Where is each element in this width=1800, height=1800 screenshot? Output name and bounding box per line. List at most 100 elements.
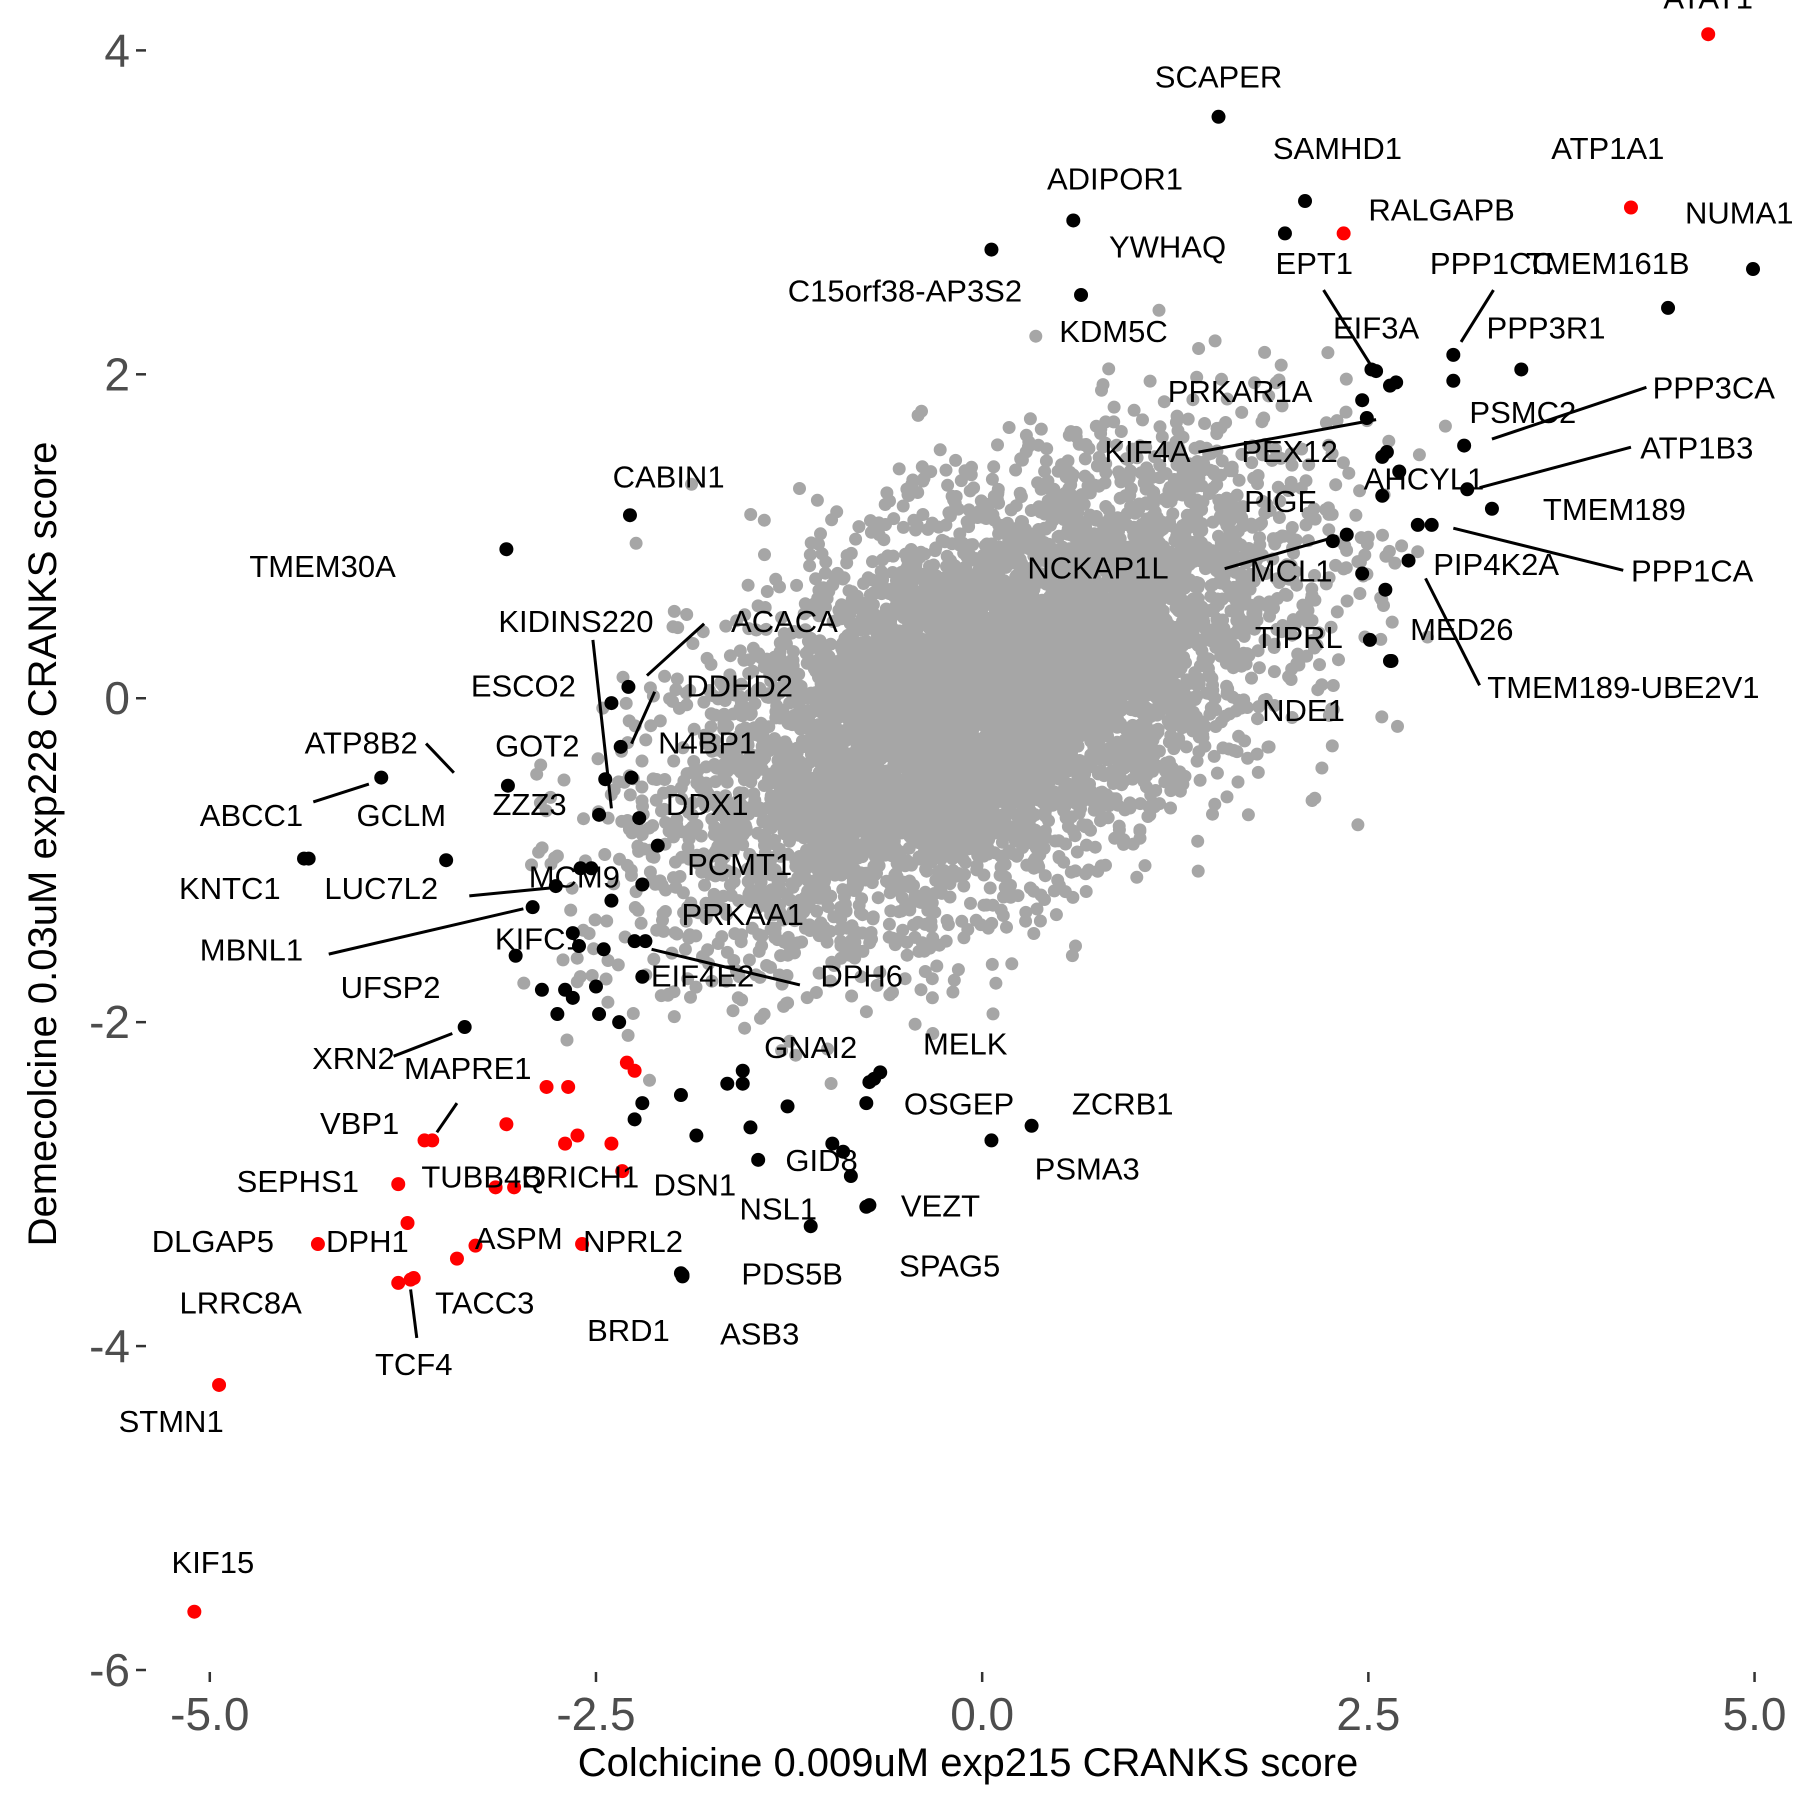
label-pcmt1: PCMT1 [687,847,792,882]
leader-line-luc7l2 [469,886,553,898]
point-mcm9 [584,861,599,876]
point-nsl1 [751,1152,766,1167]
label-nsl1: NSL1 [739,1192,817,1227]
label-tmem189: TMEM189 [1543,492,1686,527]
point-aspm [468,1238,483,1253]
point-ept1 [1364,362,1379,377]
point-vbp1 [417,1133,432,1148]
label-scaper: SCAPER [1155,60,1282,95]
y-axis: 4 2 0 -2 -4 -6 [89,24,146,1696]
point-psma3 [984,1133,999,1148]
data-point [619,1055,634,1070]
label-numa1: NUMA1 [1685,196,1794,231]
label-osgep: OSGEP [904,1086,1014,1121]
point-got2 [500,778,515,793]
y-axis-title: Demecolcine 0.03uM exp228 CRANKS score [21,442,65,1247]
label-zcrb1: ZCRB1 [1072,1086,1174,1121]
point-pds5b [803,1219,818,1234]
label-tubb4b: TUBB4B [421,1159,542,1194]
leader-line-xrn2 [393,1032,453,1058]
point-kidins220 [604,696,619,711]
data-point [539,1079,554,1094]
point-eif4e2 [635,969,650,984]
label-luc7l2: LUC7L2 [324,871,438,906]
label-got2: GOT2 [495,729,579,764]
label-kntc1: KNTC1 [179,871,281,906]
point-dlgap5 [310,1237,325,1252]
y-tick-label: 2 [104,348,130,400]
point-atp1b3 [1460,482,1475,497]
y-tick-label: -2 [89,996,130,1048]
leader-line-ppp1cc [1459,289,1495,343]
leader-line-nckap1l [1224,534,1338,571]
x-tick-label: 2.5 [1336,1688,1400,1740]
point-cabin1 [622,508,637,523]
label-kifc1: KIFC1 [495,921,583,956]
label-ppp1ca: PPP1CA [1631,554,1754,589]
y-tick-label: -6 [89,1644,130,1696]
data-point [592,1007,607,1022]
label-aspm: ASPM [475,1221,563,1256]
point-atp8b2 [374,770,389,785]
data-point [1410,517,1425,532]
point-nckap1l [1325,534,1340,549]
label-asb3: ASB3 [720,1316,799,1351]
label-ahcyl1: AHCYL1 [1364,461,1485,496]
label-prkar1a: PRKAR1A [1168,374,1313,409]
label-tiprl: TIPRL [1255,620,1343,655]
point-lrrc8a [391,1275,406,1290]
point-luc7l2 [548,879,563,894]
data-point [604,1136,619,1151]
label-ddhd2: DDHD2 [686,669,793,704]
label-dsn1: DSN1 [653,1167,736,1202]
leader-line-acaca [645,622,706,677]
data-point [534,982,549,997]
point-spag5 [862,1198,877,1213]
point-zcrb1 [1024,1118,1039,1133]
point-kdm5c [1074,287,1089,302]
data-point [720,1076,735,1091]
point-ywhaq [1277,226,1292,241]
label-ppp1cc: PPP1CC [1430,246,1554,281]
point-tmem30a [499,542,514,557]
data-point [689,1128,704,1143]
point-nprl2 [575,1237,590,1252]
label-kidins220: KIDINS220 [498,604,653,639]
label-esco2: ESCO2 [471,669,576,704]
data-point [735,1063,750,1078]
label-adipor1: ADIPOR1 [1047,162,1183,197]
data-point [573,861,588,876]
label-tacc3: TACC3 [435,1286,534,1321]
label-atp8b2: ATP8B2 [305,725,418,760]
point-prkar1a [1355,393,1370,408]
point-asb3 [675,1269,690,1284]
point-ppp1ca [1424,517,1439,532]
label-nprl2: NPRL2 [583,1224,683,1259]
label-abcc1: ABCC1 [200,798,303,833]
label-mcl1: MCL1 [1250,554,1333,589]
data-point [565,990,580,1005]
label-mapre1: MAPRE1 [404,1051,531,1086]
label-n4bp1: N4BP1 [658,725,756,760]
label-ufsp2: UFSP2 [341,970,441,1005]
point-qrich1 [615,1164,630,1179]
point-nde1 [1382,653,1397,668]
label-acaca: ACACA [731,604,838,639]
label-lrrc8a: LRRC8A [180,1286,303,1321]
point-mbnl1 [525,900,540,915]
label-melk: MELK [923,1027,1008,1062]
label-vezt: VEZT [901,1189,980,1224]
label-atp1b3: ATP1B3 [1640,431,1753,466]
data-point [735,1076,750,1091]
point-zzz3 [592,807,607,822]
label-pip4k2a: PIP4K2A [1433,547,1559,582]
point-ralgapb [1336,226,1351,241]
data-point [836,1144,851,1159]
highlighted-points [187,27,1761,1619]
label-dph6: DPH6 [820,959,903,994]
point-tcf4 [403,1272,418,1287]
label-med26: MED26 [1410,612,1513,647]
gene-labels: ATAT1 SCAPER SAMHD1 ATP1A1 RALGAPB ADIPOR1 NUM… [119,0,1794,1580]
label-dlgap5: DLGAP5 [152,1224,274,1259]
